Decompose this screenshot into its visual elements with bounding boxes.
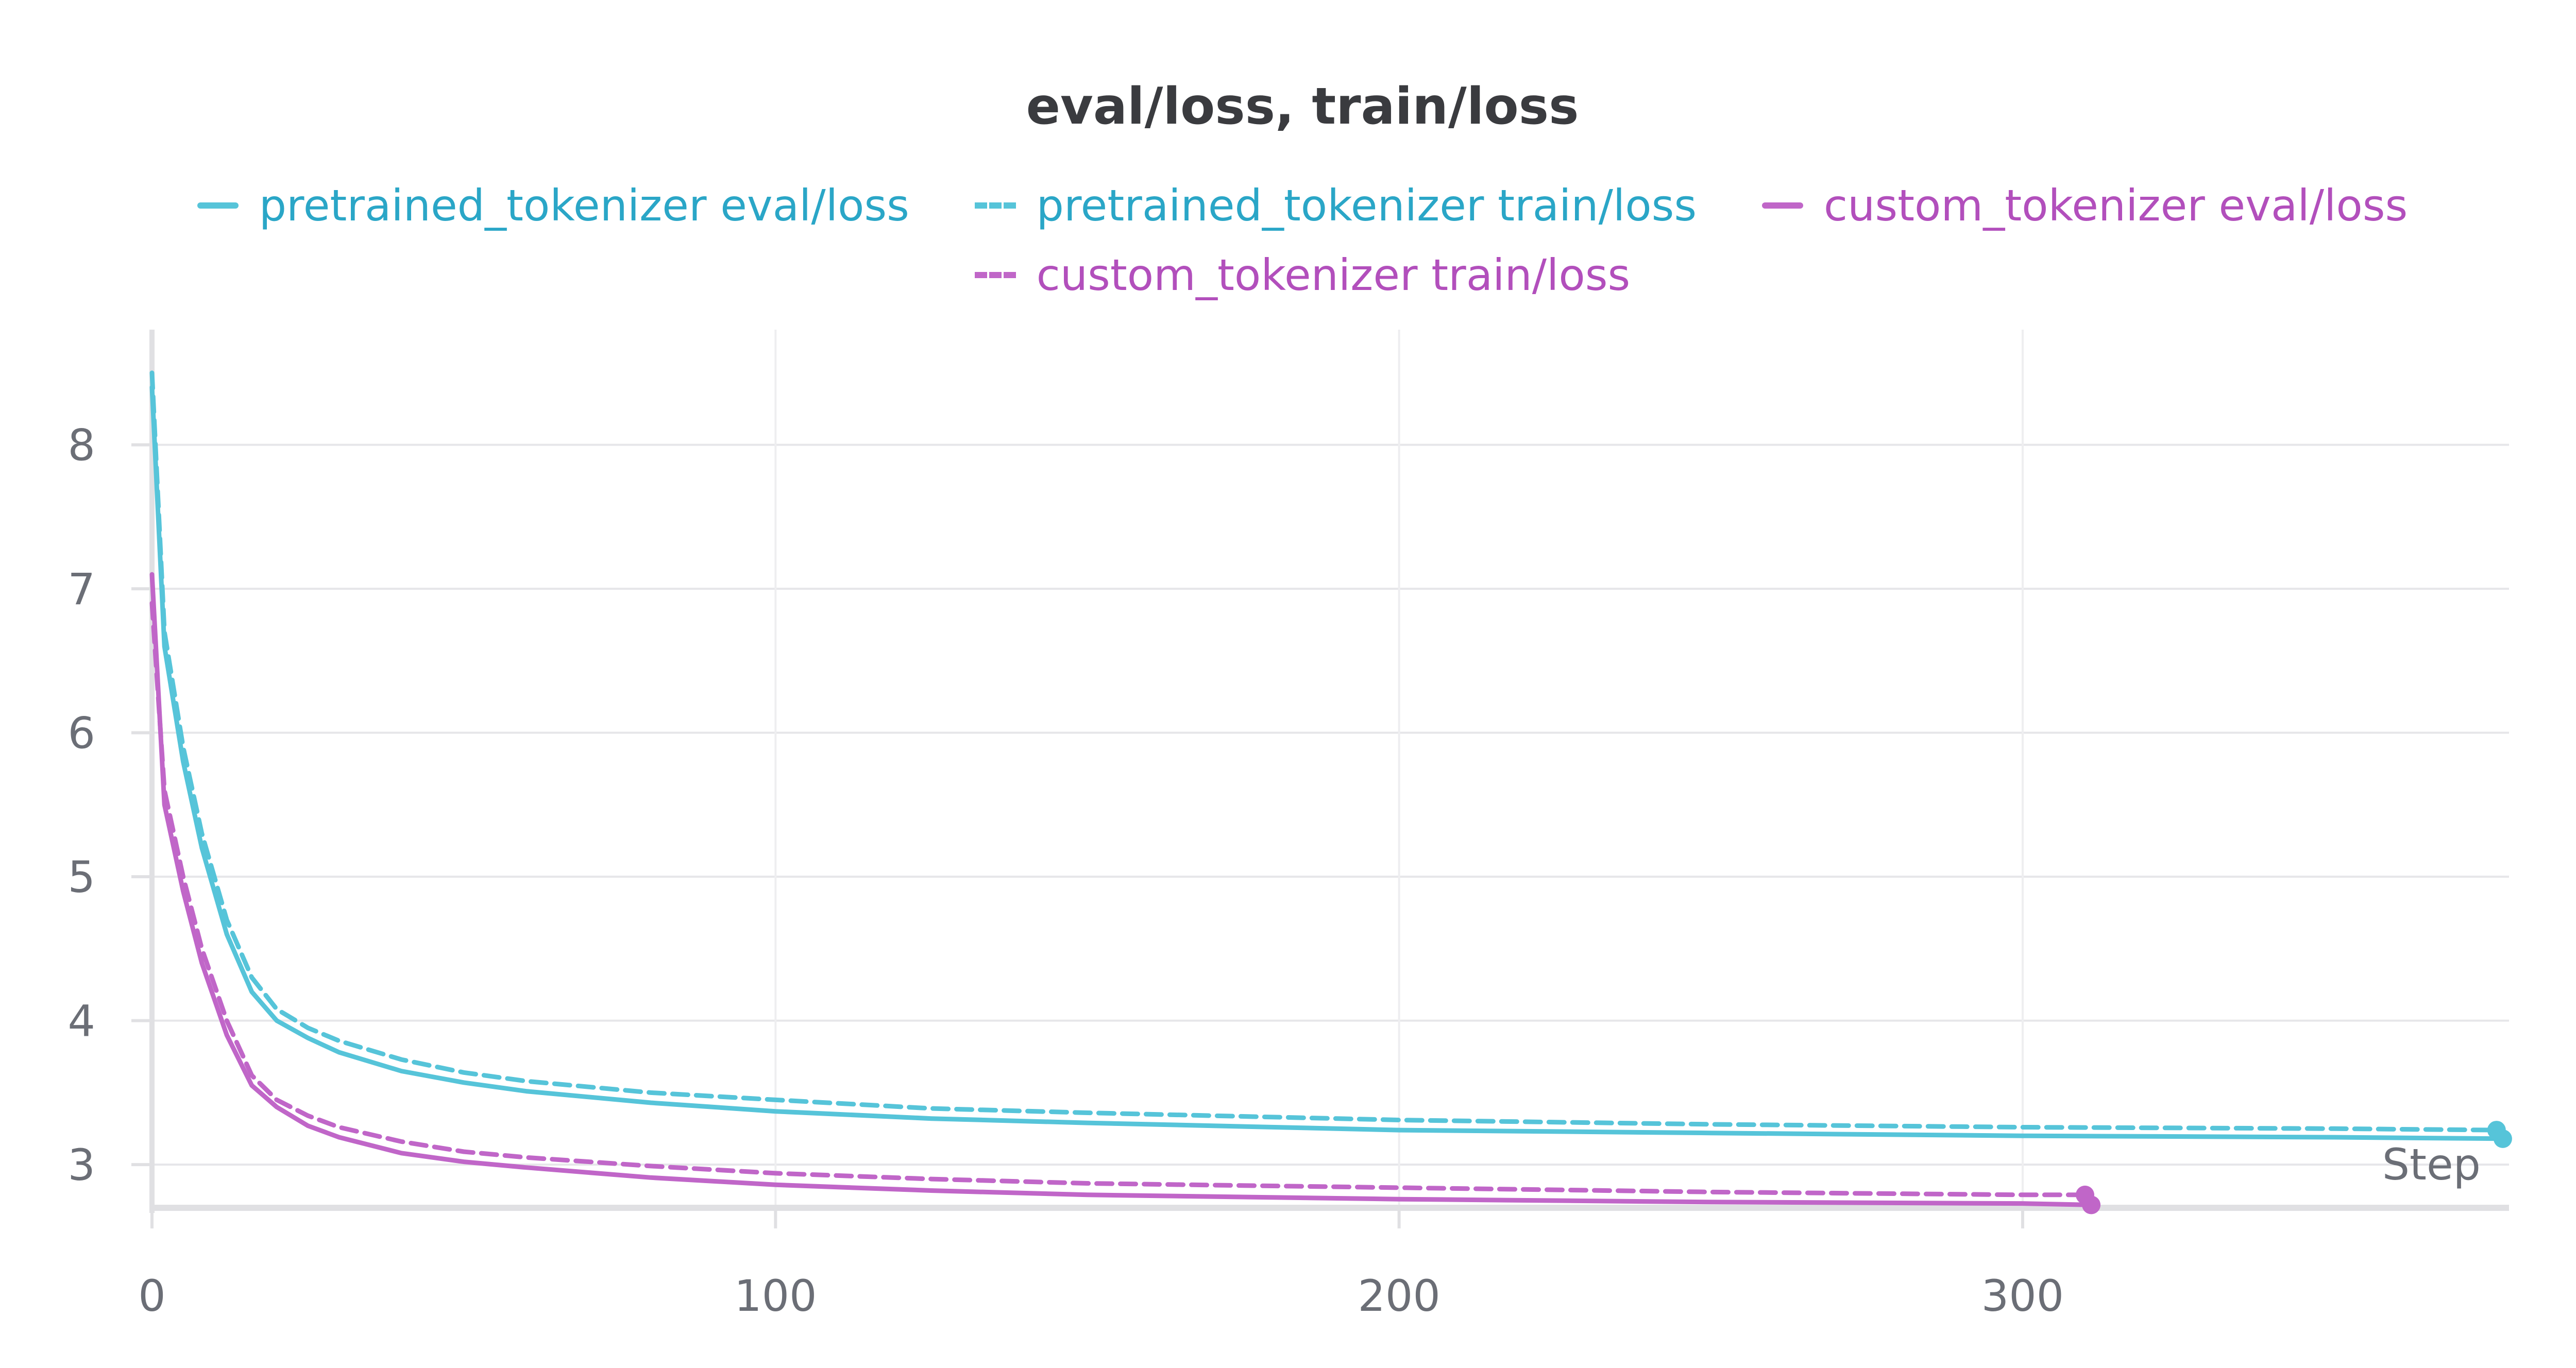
legend-item-pretrained-train[interactable]: pretrained_tokenizer train/loss bbox=[974, 177, 1697, 234]
y-tick-label: 8 bbox=[68, 420, 95, 471]
chart-legend: pretrained_tokenizer eval/loss pretraine… bbox=[0, 165, 2576, 304]
x-tick-label: 0 bbox=[138, 1271, 165, 1321]
x-tick-label: 200 bbox=[1358, 1271, 1440, 1321]
legend-swatch-solid bbox=[1761, 202, 1803, 209]
legend-swatch-solid bbox=[197, 202, 239, 209]
x-axis-title: Step bbox=[2382, 1139, 2481, 1190]
legend-label: custom_tokenizer eval/loss bbox=[1823, 180, 2408, 231]
legend-row-1: pretrained_tokenizer eval/loss pretraine… bbox=[0, 165, 2576, 234]
legend-swatch-dashed bbox=[974, 202, 1016, 209]
legend-item-custom-eval[interactable]: custom_tokenizer eval/loss bbox=[1761, 177, 2408, 234]
legend-row-2: custom_tokenizer train/loss bbox=[0, 234, 2576, 304]
series-line-1[interactable] bbox=[149, 370, 2499, 1133]
legend-swatch-dashed bbox=[974, 272, 1016, 278]
legend-label: pretrained_tokenizer eval/loss bbox=[259, 180, 909, 231]
y-tick-label: 6 bbox=[68, 708, 95, 759]
y-tick-label: 3 bbox=[68, 1140, 95, 1190]
legend-label: pretrained_tokenizer train/loss bbox=[1036, 180, 1697, 231]
axes bbox=[131, 330, 2509, 1228]
legend-label: custom_tokenizer train/loss bbox=[1036, 250, 1631, 300]
series-endpoint-3[interactable] bbox=[2075, 1185, 2094, 1204]
series-line-2[interactable] bbox=[149, 572, 2094, 1207]
gridlines bbox=[151, 330, 2509, 1208]
x-tick-label: 300 bbox=[1981, 1271, 2064, 1321]
series-line-3[interactable] bbox=[149, 601, 2088, 1198]
legend-item-custom-train[interactable]: custom_tokenizer train/loss bbox=[974, 246, 1631, 304]
y-tick-label: 4 bbox=[68, 996, 95, 1047]
tick-labels: 3 4 5 6 7 8 0 100 200 300 bbox=[68, 420, 2064, 1321]
y-tick-label: 7 bbox=[68, 564, 95, 614]
legend-item-pretrained-eval[interactable]: pretrained_tokenizer eval/loss bbox=[197, 177, 909, 234]
series-line-0[interactable] bbox=[149, 385, 2505, 1141]
y-tick-label: 5 bbox=[68, 852, 95, 902]
series-lines bbox=[149, 370, 2512, 1215]
chart-title: eval/loss, train/loss bbox=[1026, 77, 1579, 136]
x-tick-label: 100 bbox=[734, 1271, 817, 1321]
series-endpoint-1[interactable] bbox=[2487, 1121, 2506, 1140]
